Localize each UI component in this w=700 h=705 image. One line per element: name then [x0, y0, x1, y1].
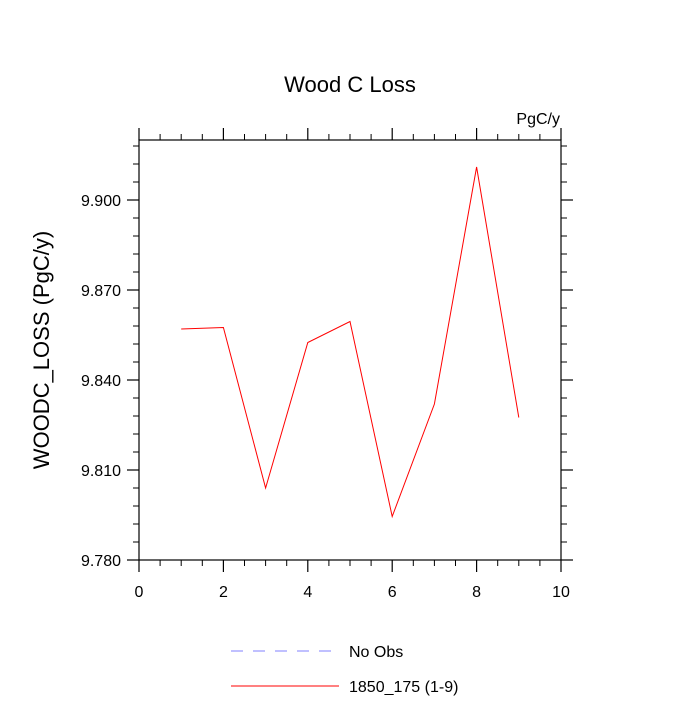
- plot-frame: [138, 139, 562, 561]
- series-line-0: [181, 166, 520, 519]
- y-tick-label: 9.870: [81, 283, 121, 300]
- y-tick-label: 9.780: [81, 553, 121, 570]
- legend-label-1: 1850_175 (1-9): [349, 679, 458, 696]
- x-tick-label: 4: [303, 584, 312, 601]
- x-tick-label: 10: [552, 584, 570, 601]
- axes: [138, 139, 562, 561]
- units-label: PgC/y: [516, 111, 560, 128]
- y-tick-label: 9.840: [81, 373, 121, 390]
- axis-ticks: 0 2 4 6 8 10 9.780 9.810 9.840 9.870 9.900: [81, 128, 573, 601]
- legend-label-0: No Obs: [349, 644, 403, 661]
- plot-series: [181, 166, 520, 519]
- chart-title: Wood C Loss: [284, 72, 416, 97]
- y-tick-label: 9.900: [81, 193, 121, 210]
- y-tick-label: 9.810: [81, 463, 121, 480]
- x-tick-label: 8: [472, 584, 481, 601]
- x-tick-label: 2: [219, 584, 228, 601]
- legend: No Obs 1850_175 (1-9): [231, 644, 458, 696]
- y-axis-label: WOODC_LOSS (PgC/y): [29, 231, 54, 469]
- x-tick-label: 0: [135, 584, 144, 601]
- x-tick-label: 6: [388, 584, 397, 601]
